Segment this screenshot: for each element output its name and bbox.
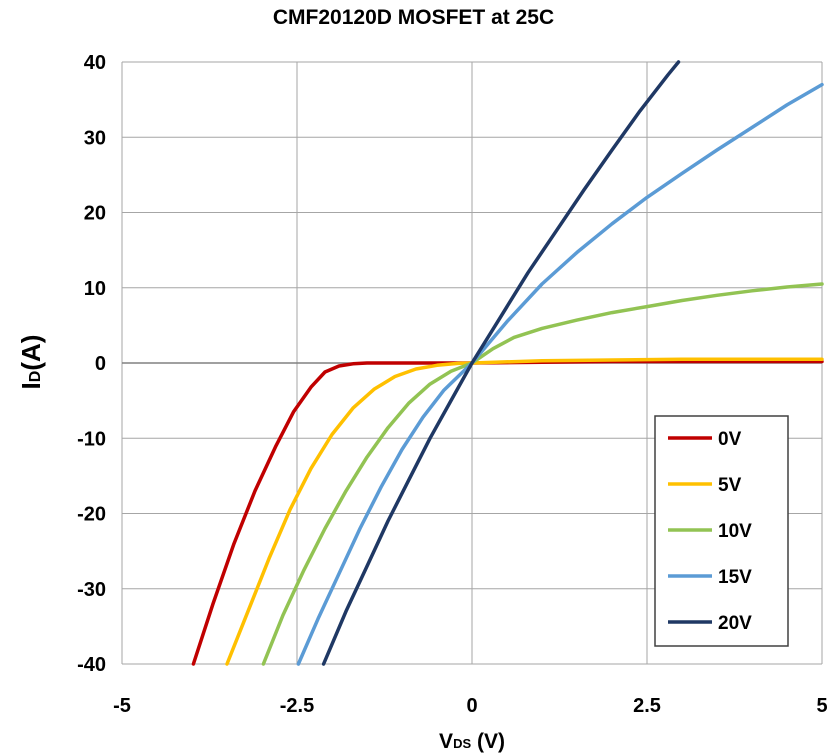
y-tick-label: -40 xyxy=(77,654,106,676)
x-tick-label: -5 xyxy=(113,695,131,717)
x-tick-labels: -5 -2.5 0 2.5 5 xyxy=(113,695,827,717)
legend-label: 0V xyxy=(718,429,742,450)
legend-label: 5V xyxy=(718,475,742,496)
y-tick-label: -10 xyxy=(77,428,106,450)
x-axis-label-unit: (V) xyxy=(471,730,505,753)
series-line-5v xyxy=(225,357,824,666)
y-tick-label: 40 xyxy=(84,52,106,74)
x-axis-label: VDS (V) xyxy=(439,730,505,753)
y-axis-label-main: I xyxy=(16,382,46,389)
y-axis-label-sub: D xyxy=(27,371,44,383)
legend-label: 15V xyxy=(718,567,752,588)
chart-title: CMF20120D MOSFET at 25C xyxy=(272,6,555,29)
y-tick-label: -30 xyxy=(77,579,106,601)
y-axis-label-unit: (A) xyxy=(16,335,46,371)
y-tick-label: 20 xyxy=(84,203,106,225)
x-tick-label: -2.5 xyxy=(280,695,314,717)
legend-label: 10V xyxy=(718,521,752,542)
x-tick-label: 5 xyxy=(816,695,827,717)
y-tick-label: 0 xyxy=(95,353,106,375)
x-axis-label-sub: DS xyxy=(453,736,471,751)
y-tick-labels: 40 30 20 10 0 -10 -20 -30 -40 xyxy=(77,52,106,676)
x-axis-label-main: V xyxy=(439,730,453,753)
x-tick-label: 0 xyxy=(466,695,477,717)
y-tick-label: 30 xyxy=(84,127,106,149)
legend: 0V 5V 10V 15V 20V xyxy=(654,415,789,647)
series-lines xyxy=(191,60,824,666)
series-line-20v xyxy=(321,60,681,666)
y-tick-label: -20 xyxy=(77,504,106,526)
series-line-10v xyxy=(261,282,824,666)
y-axis-label: ID(A) xyxy=(16,335,46,390)
x-tick-label: 2.5 xyxy=(633,695,661,717)
legend-label: 20V xyxy=(718,613,752,634)
y-tick-label: 10 xyxy=(84,278,106,300)
series-line-15v xyxy=(296,82,824,666)
